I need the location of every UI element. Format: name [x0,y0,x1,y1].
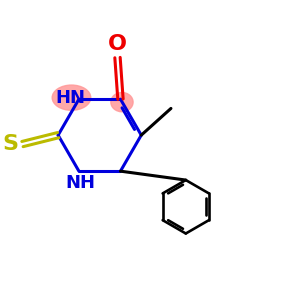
Text: S: S [3,134,19,154]
Text: HN: HN [55,89,85,107]
Text: NH: NH [65,174,95,192]
Text: O: O [108,34,127,54]
Ellipse shape [52,85,91,110]
Ellipse shape [111,92,133,112]
